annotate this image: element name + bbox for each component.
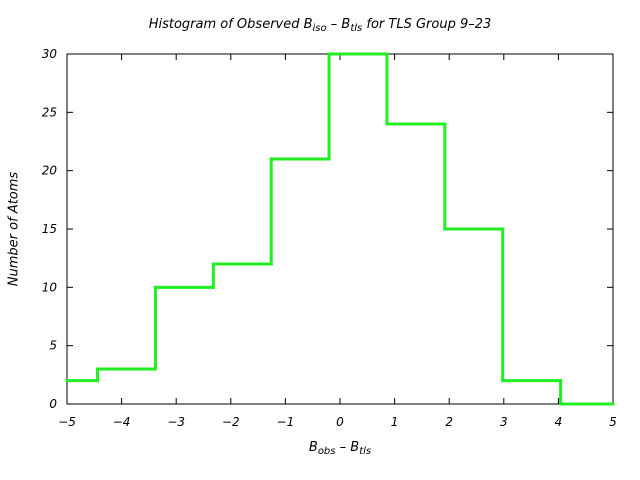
x-tick-label: 4	[555, 415, 563, 429]
x-tick-label: 1	[391, 415, 399, 429]
y-tick-label: 5	[49, 339, 57, 353]
x-tick-label: 0	[336, 415, 344, 429]
y-tick-label: 10	[42, 280, 58, 294]
y-tick-label: 20	[42, 164, 58, 178]
plot-border	[66, 53, 614, 405]
y-tick-label: 25	[42, 105, 57, 119]
y-tick-label: 15	[42, 222, 57, 236]
x-tick-label: 5	[609, 415, 617, 429]
x-tick-label: −2	[222, 415, 240, 429]
x-tick-label: −5	[58, 415, 76, 429]
y-axis-label: Number of Atoms	[6, 171, 22, 287]
x-tick-label: 2	[445, 415, 453, 429]
y-tick-label: 30	[42, 47, 58, 61]
y-tick-label: 0	[49, 397, 57, 411]
chart-title: Histogram of Observed Biso – Btls for TL…	[148, 17, 492, 34]
x-tick-label: 3	[500, 415, 508, 429]
x-tick-label: −1	[277, 415, 295, 429]
x-tick-label: −3	[167, 415, 185, 429]
x-tick-label: −4	[113, 415, 131, 429]
x-axis-label: Bobs – Btls	[308, 440, 372, 457]
